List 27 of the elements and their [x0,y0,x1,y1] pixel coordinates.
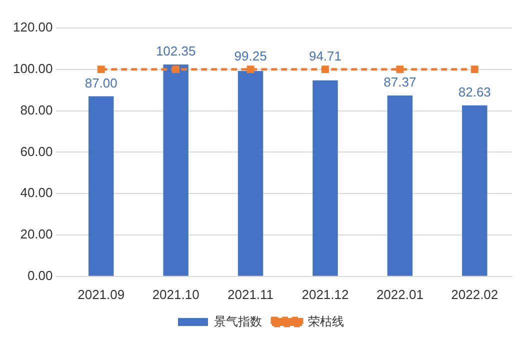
bar [387,96,413,276]
x-tick-label: 2021.11 [228,286,274,302]
y-tick-label: 20.00 [20,226,53,242]
data-label: 94.71 [308,48,342,64]
y-tick-label: 120.00 [12,20,53,35]
bar [163,64,188,276]
y-tick-label: 40.00 [20,185,53,200]
data-label: 87.00 [84,75,118,90]
data-label: 87.37 [384,74,416,90]
bar [238,70,264,276]
x-tick-label: 2022.02 [451,286,498,302]
data-label: 102.35 [156,44,196,59]
x-tick-label: 2021.10 [152,286,200,302]
y-tick-label: 0.00 [27,268,53,283]
y-tick-label: 60.00 [20,144,53,159]
legend-label: 荣枯线 [308,314,344,328]
data-label: 99.25 [234,48,267,64]
bar [462,105,488,276]
data-label: 82.63 [458,84,491,100]
x-tick-label: 2022.01 [376,286,424,302]
y-tick-label: 80.00 [20,102,53,118]
x-tick-label: 2021.12 [302,286,349,302]
bar [312,80,338,276]
bar [88,96,114,276]
y-tick-label: 100.00 [12,60,53,76]
legend-label: 景气指数 [214,314,262,328]
x-tick-label: 2021.09 [78,286,125,302]
